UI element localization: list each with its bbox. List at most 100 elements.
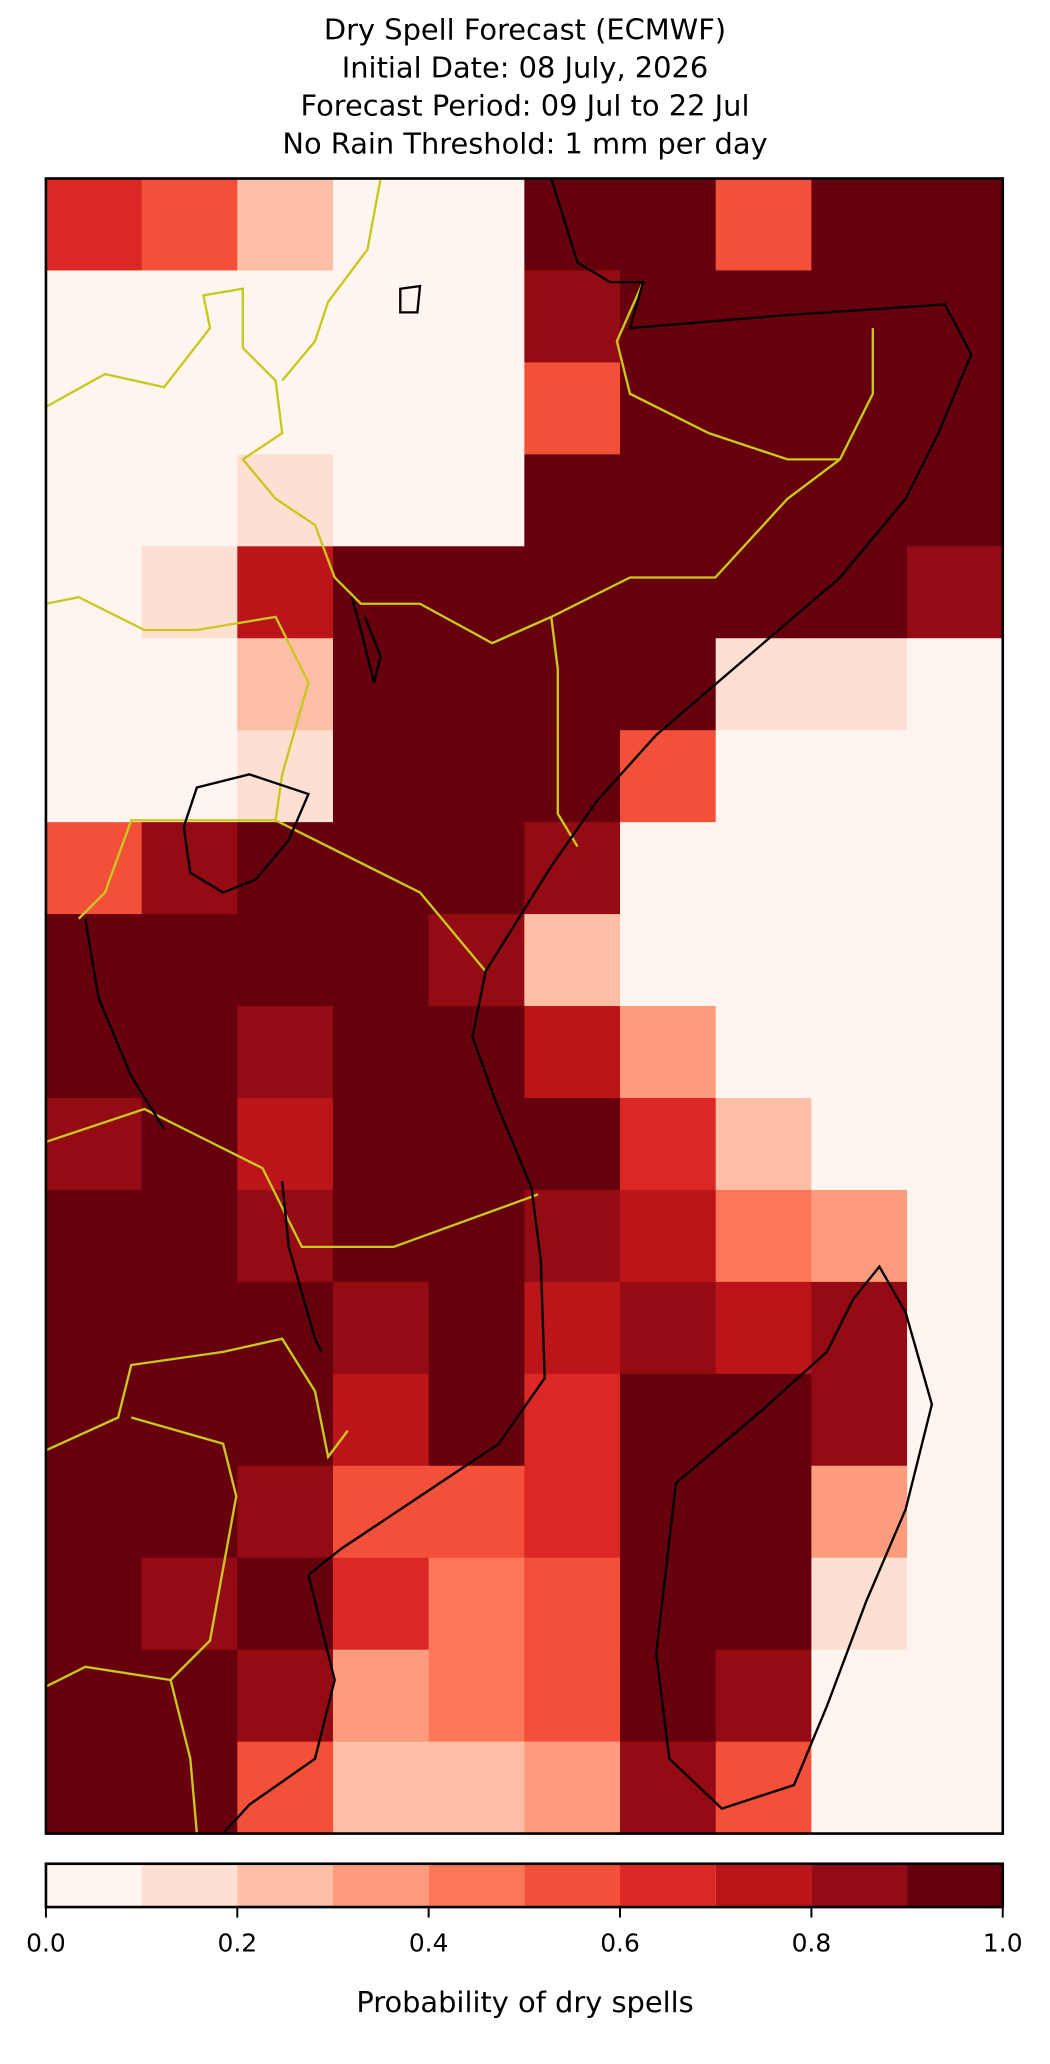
colorbar-bin [620,1863,716,1908]
cell [907,362,1004,456]
cell [620,1189,717,1283]
cell [45,1557,143,1651]
cell [45,1649,143,1743]
colorbar-bin [524,1863,621,1908]
lake [350,596,382,683]
colorbar-bin [141,1863,238,1908]
cell [332,1741,430,1835]
cell [811,638,908,731]
colorbar-label: Probability of dry spells [356,1985,693,2019]
border [45,287,874,645]
cell [715,730,813,823]
cell [811,270,908,364]
cell [141,454,238,547]
border [45,1337,349,1460]
cell [811,730,908,823]
cell [907,1373,1004,1467]
cell [45,1373,143,1467]
cell [907,1281,1004,1375]
cell [907,1649,1004,1743]
cell [428,1557,525,1651]
cell [715,1465,813,1559]
cell [620,914,717,1007]
tick-label: 0.8 [792,1929,832,1958]
cell [524,638,621,731]
cell [811,1465,908,1559]
cell [332,638,430,731]
cell [141,914,238,1007]
colorbar-bin [715,1863,812,1908]
cell [620,638,717,731]
cell [237,270,334,364]
cell [811,454,908,547]
cell [428,454,525,547]
cell [45,1741,143,1835]
colorbar-bin [811,1863,908,1908]
cell [524,454,621,547]
cell [428,178,525,272]
cell [524,730,621,823]
cell [907,822,1004,915]
map-frame [44,177,1005,1835]
lake [182,773,311,894]
cell [428,730,525,823]
cell [811,1097,908,1191]
map-lines [45,178,973,1835]
border [45,595,310,920]
cell [620,454,717,547]
cell [811,1741,908,1835]
cell [141,1465,238,1559]
tick-label: 1.0 [983,1929,1023,1958]
cell [907,270,1004,364]
cell [141,270,238,364]
tick-label: 0.4 [409,1929,449,1958]
cell [45,270,143,364]
cell [237,730,334,823]
colorbar-frame [44,1862,1005,1909]
cell [907,1097,1004,1191]
cell [332,1281,430,1375]
cell [237,1557,334,1651]
cell [811,1189,908,1283]
cell [524,914,621,1007]
tick-label: 0.0 [26,1929,66,1958]
cell [620,1649,717,1743]
cell [332,1373,430,1467]
cell [45,1281,143,1375]
cell [715,178,813,272]
cell [141,362,238,456]
cell [811,914,908,1007]
cell [811,546,908,639]
cell [715,1097,813,1191]
cell [428,822,525,915]
cell [907,1741,1004,1835]
cell [620,178,717,272]
cell [332,730,430,823]
cell [428,362,525,456]
cell [141,1281,238,1375]
cell [715,822,813,915]
cell [45,730,143,823]
cell [428,1097,525,1191]
cell [811,1373,908,1467]
cell [45,638,143,731]
cell [332,1097,430,1191]
cell [45,546,143,639]
cell [620,822,717,915]
cell [907,914,1004,1007]
title-line: Initial Date: 08 July, 2026 [342,50,708,84]
cell [811,178,908,272]
border [169,1679,199,1834]
cell [524,1006,621,1099]
cell [715,638,813,731]
border [45,1107,539,1249]
lake [399,284,422,314]
colorbar-bin [237,1863,333,1908]
cell [620,1006,717,1099]
cell [45,1189,143,1283]
cell [907,546,1004,639]
cell [715,1006,813,1099]
cell [428,270,525,364]
cell [524,1281,621,1375]
